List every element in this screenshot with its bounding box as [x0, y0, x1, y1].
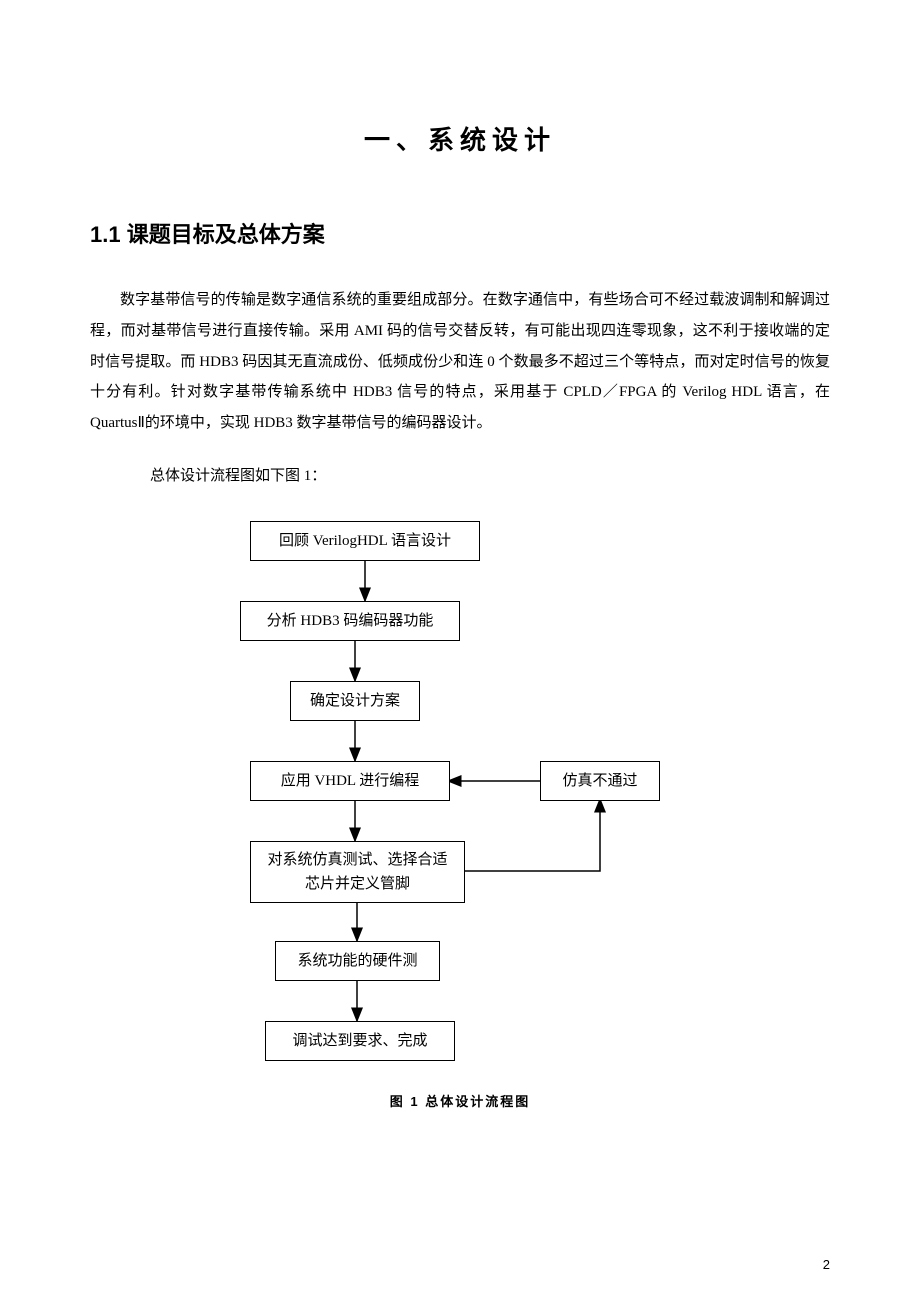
page-number: 2 [823, 1257, 830, 1272]
body-paragraph: 数字基带信号的传输是数字通信系统的重要组成部分。在数字通信中，有些场合可不经过载… [90, 285, 830, 439]
page-title: 一、系统设计 [90, 120, 830, 157]
flow-node-n1: 回顾 VerilogHDL 语言设计 [250, 521, 480, 561]
flow-node-n5: 对系统仿真测试、选择合适芯片并定义管脚 [250, 841, 465, 903]
flowchart-container: 回顾 VerilogHDL 语言设计分析 HDB3 码编码器功能确定设计方案应用… [90, 521, 830, 1110]
flowchart-intro: 总体设计流程图如下图 1： [90, 461, 830, 491]
figure-caption: 图 1 总体设计流程图 [390, 1091, 530, 1110]
flow-edge [463, 799, 600, 871]
flow-node-n2: 分析 HDB3 码编码器功能 [240, 601, 460, 641]
flowchart: 回顾 VerilogHDL 语言设计分析 HDB3 码编码器功能确定设计方案应用… [220, 521, 700, 1081]
flow-node-n7: 调试达到要求、完成 [265, 1021, 455, 1061]
section-heading: 1.1 课题目标及总体方案 [90, 217, 830, 249]
flow-node-n4: 应用 VHDL 进行编程 [250, 761, 450, 801]
flow-node-n8: 仿真不通过 [540, 761, 660, 801]
flow-node-n6: 系统功能的硬件测 [275, 941, 440, 981]
flow-node-n3: 确定设计方案 [290, 681, 420, 721]
